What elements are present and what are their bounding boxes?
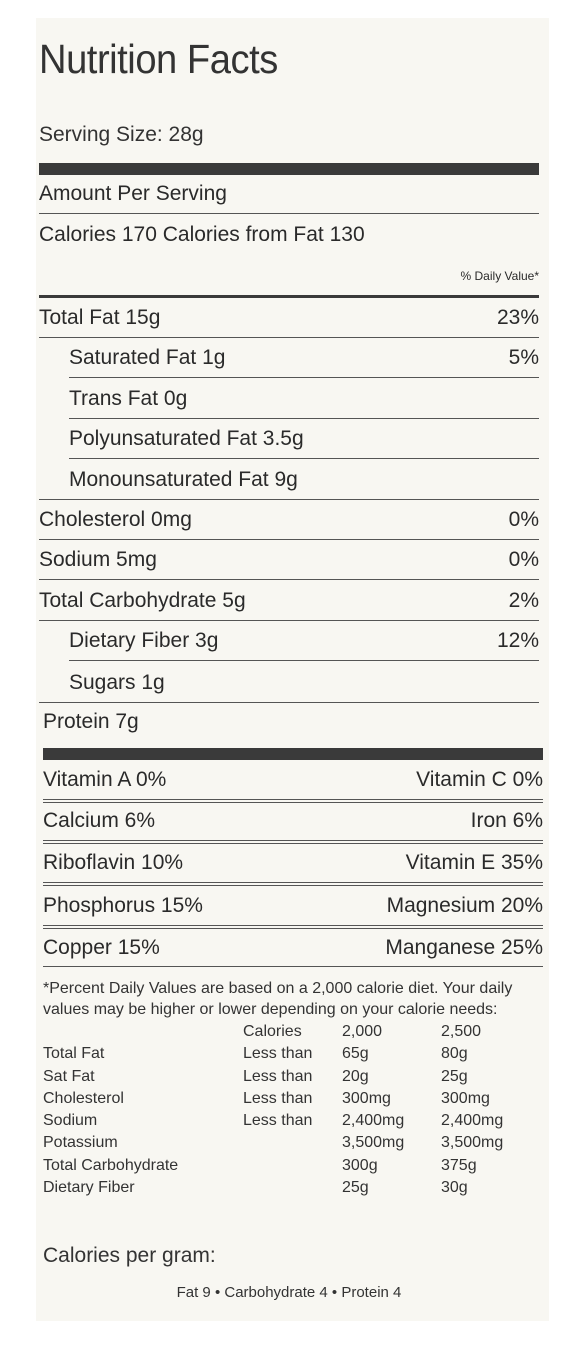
table-row: Potassium 3,500mg 3,500mg (43, 1134, 503, 1156)
thick-divider-vitamins (43, 748, 543, 760)
serving-size: Serving Size: 28g (39, 123, 204, 146)
amount-per-serving-label: Amount Per Serving (39, 182, 227, 205)
double-divider (43, 882, 543, 886)
vitamin-right: Vitamin C 0% (416, 768, 543, 791)
nutrient-label: Polyunsaturated Fat 3.5g (69, 427, 304, 450)
divider (39, 579, 539, 580)
table-row: Dietary Fiber 25g 30g (43, 1179, 503, 1201)
nutrient-label: Dietary Fiber 3g (69, 629, 219, 652)
table-cell (243, 1179, 342, 1201)
table-cell: Potassium (43, 1134, 118, 1152)
nutrient-dv: 5% (508, 346, 539, 369)
table-cell: 300mg (441, 1089, 490, 1107)
nutrient-label: Sodium 5mg (39, 548, 157, 571)
nutrient-label: Total Fat 15g (39, 306, 161, 329)
table-cell: 3,500mg (342, 1134, 405, 1152)
double-divider (43, 840, 543, 844)
nutrition-label-panel (36, 18, 549, 1321)
table-cell: 80g (441, 1045, 468, 1063)
divider (39, 539, 539, 540)
table-cell: Less than (243, 1112, 313, 1130)
vitamin-right: Magnesium 20% (386, 894, 543, 917)
nutrient-dv: 0% (508, 548, 539, 571)
footnote: *Percent Daily Values are based on a 2,0… (43, 980, 513, 1018)
table-cell: Less than (243, 1067, 313, 1085)
divider (43, 966, 543, 967)
table-cell: 375g (441, 1156, 477, 1174)
nutrient-label: Sugars 1g (69, 671, 165, 694)
table-cell (243, 1134, 342, 1156)
table-cell: Total Carbohydrate (43, 1156, 179, 1174)
table-cell: 2,000 (342, 1023, 383, 1040)
vitamin-left: Copper 15% (43, 936, 160, 959)
vitamin-left: Calcium 6% (43, 809, 156, 832)
table-cell: 2,500 (441, 1023, 482, 1040)
table-cell: 2,400mg (441, 1112, 504, 1130)
table-cell: Total Fat (43, 1045, 105, 1063)
nutrient-dv: 23% (496, 306, 539, 329)
label-title: Nutrition Facts (39, 36, 278, 82)
table-cell (43, 1023, 243, 1045)
nutrient-label: Cholesterol 0mg (39, 508, 192, 531)
table-cell: 30g (441, 1179, 468, 1197)
daily-values-table: Calories 2,000 2,500 Total Fat Less than… (43, 1023, 503, 1201)
calories-per-gram-values: Fat 9 • Carbohydrate 4 • Protein 4 (176, 1284, 402, 1301)
calories-per-gram-label: Calories per gram: (43, 1244, 216, 1267)
vitamin-left: Phosphorus 15% (43, 894, 203, 917)
table-cell: 3,500mg (441, 1134, 504, 1152)
nutrient-dv: 0% (508, 508, 539, 531)
table-cell: 65g (342, 1045, 369, 1063)
table-cell: Calories (243, 1023, 302, 1040)
table-cell: 300mg (342, 1089, 391, 1107)
divider (39, 213, 539, 214)
divider (69, 660, 539, 661)
divider (69, 377, 539, 378)
divider (69, 458, 539, 459)
table-cell: Less than (243, 1089, 313, 1107)
table-cell: Less than (243, 1045, 313, 1063)
table-row: Cholesterol Less than 300mg 300mg (43, 1090, 503, 1112)
nutrient-label: Trans Fat 0g (69, 387, 188, 410)
divider (39, 702, 539, 703)
double-divider (43, 925, 543, 929)
divider (69, 418, 539, 419)
daily-value-header: % Daily Value* (460, 269, 539, 283)
table-cell: Sodium (43, 1112, 98, 1130)
table-cell: Sat Fat (43, 1067, 95, 1085)
nutrient-label: Saturated Fat 1g (69, 346, 226, 369)
thick-divider-top (39, 163, 539, 175)
nutrient-label: Monounsaturated Fat 9g (69, 468, 298, 491)
nutrient-label: Protein 7g (43, 710, 139, 733)
table-cell: Cholesterol (43, 1089, 124, 1107)
divider (39, 337, 539, 338)
table-row: Calories 2,000 2,500 (43, 1023, 503, 1045)
table-cell: 2,400mg (342, 1112, 405, 1130)
vitamin-right: Iron 6% (470, 809, 543, 832)
vitamin-left: Vitamin A 0% (43, 768, 167, 791)
table-cell: 25g (342, 1179, 369, 1197)
table-row: Sat Fat Less than 20g 25g (43, 1068, 503, 1090)
nutrient-label: Total Carbohydrate 5g (39, 589, 246, 612)
calories-label: Calories 170 Calories from Fat 130 (39, 223, 365, 246)
vitamin-right: Vitamin E 35% (405, 851, 543, 874)
table-row: Total Carbohydrate 300g 375g (43, 1157, 503, 1179)
nutrient-dv: 12% (496, 629, 539, 652)
table-row: Total Fat Less than 65g 80g (43, 1045, 503, 1067)
table-cell: 25g (441, 1067, 468, 1085)
double-divider (43, 799, 543, 803)
vitamin-left: Riboflavin 10% (43, 851, 184, 874)
table-cell (243, 1157, 342, 1179)
table-cell: 20g (342, 1067, 369, 1085)
nutrient-dv: 2% (508, 589, 539, 612)
vitamin-right: Manganese 25% (385, 936, 543, 959)
divider (39, 620, 539, 621)
table-row: Sodium Less than 2,400mg 2,400mg (43, 1112, 503, 1134)
divider-medium (39, 295, 539, 298)
divider (39, 499, 539, 500)
table-cell: 300g (342, 1156, 378, 1174)
table-cell: Dietary Fiber (43, 1179, 135, 1197)
